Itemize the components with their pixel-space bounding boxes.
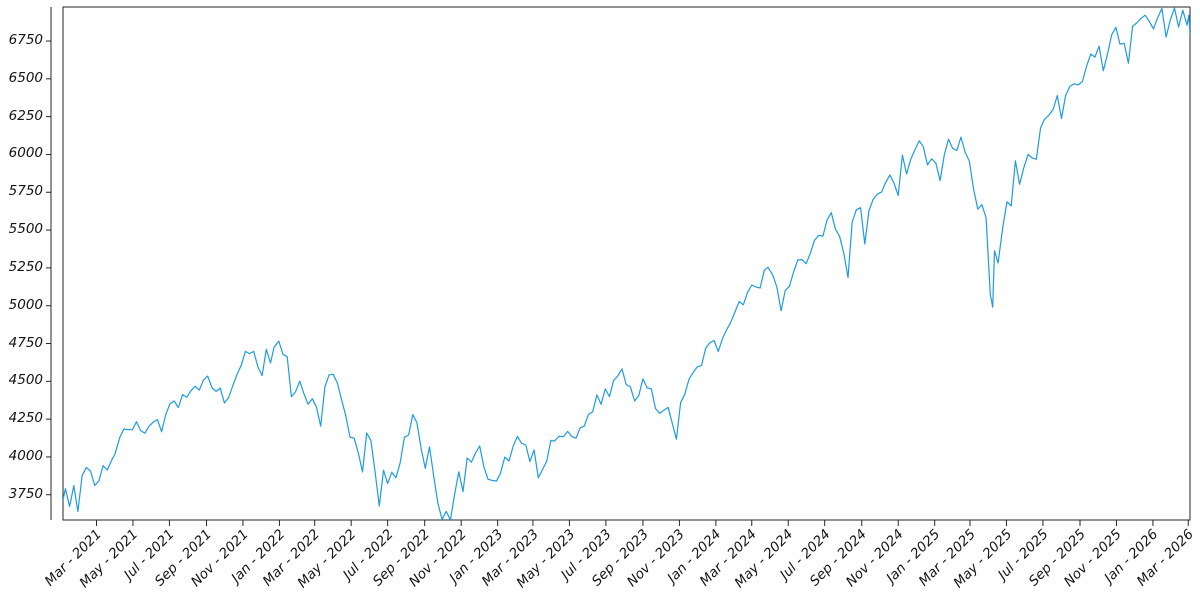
plot-border <box>62 6 1191 521</box>
y-tick-label: 4250 <box>8 410 43 427</box>
y-tick-label: 6750 <box>8 32 43 49</box>
y-tick-label: 3750 <box>8 485 43 502</box>
y-tick-label: 5750 <box>8 183 43 200</box>
y-tick-label: 5000 <box>8 296 43 313</box>
price-line-series <box>63 7 1190 520</box>
y-tick-label: 5500 <box>8 221 43 238</box>
y-tick-label: 5250 <box>8 258 43 275</box>
y-tick-label: 4000 <box>8 447 43 464</box>
y-tick-label: 6250 <box>8 107 43 124</box>
y-tick-label: 6500 <box>8 69 43 86</box>
y-tick-label: 6000 <box>8 145 43 162</box>
y-tick-label: 4500 <box>8 372 43 389</box>
y-tick-label: 4750 <box>8 334 43 351</box>
